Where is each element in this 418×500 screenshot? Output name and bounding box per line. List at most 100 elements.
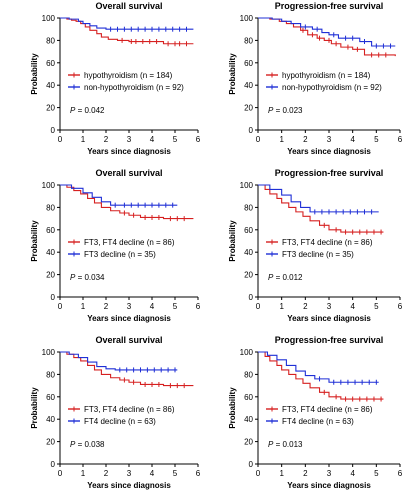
chart-1-x-tick-label: 1	[81, 135, 86, 144]
chart-5-legend-label-1: FT3, FT4 decline (n = 86)	[84, 405, 175, 414]
chart-1-y-tick-label: 20	[46, 104, 55, 113]
chart-4-x-tick-label: 3	[327, 302, 332, 311]
chart-1-x-tick-label: 3	[127, 135, 132, 144]
chart-3-y-tick-label: 40	[46, 248, 55, 257]
chart-6-series-1-line	[258, 351, 384, 400]
chart-6-title: Progression-free survival	[275, 335, 384, 345]
chart-6-y-tick-label: 80	[244, 370, 253, 379]
chart-4-y-tick-label: 20	[244, 271, 253, 280]
chart-4-p-value: P = 0.012	[268, 273, 303, 282]
chart-2-x-tick-label: 6	[398, 135, 403, 144]
chart-6-y-tick-label: 60	[244, 393, 253, 402]
chart-4-title: Progression-free survival	[275, 168, 384, 178]
chart-6-x-tick-label: 6	[398, 469, 403, 478]
chart-4-x-tick-label: 0	[256, 302, 261, 311]
chart-4-legend-label-1: FT3, FT4 decline (n = 86)	[282, 238, 373, 247]
chart-1-title: Overall survival	[95, 1, 162, 11]
chart-6-y-tick-label: 0	[249, 460, 254, 469]
chart-6-p-value-text: = 0.013	[273, 440, 303, 449]
chart-5-p-symbol: P	[70, 440, 76, 449]
chart-1-x-tick-label: 5	[173, 135, 178, 144]
chart-5-x-axis-label: Years since diagnosis	[87, 481, 171, 490]
chart-1-x-axis-label: Years since diagnosis	[87, 147, 171, 156]
chart-1: Overall survival 0 20 40 60 80 100 0 1 2 3 4 5 6 Years…	[30, 1, 201, 156]
chart-6-y-tick-label: 20	[244, 438, 253, 447]
chart-3-legend-label-2: FT3 decline (n = 35)	[84, 250, 156, 259]
chart-5-y-tick-label: 0	[51, 460, 56, 469]
chart-2-x-tick-label: 0	[256, 135, 261, 144]
chart-4: Progression-free survival 0 20 40 60 80 100 0 1 2…	[228, 168, 403, 323]
chart-2-x-tick-label: 1	[279, 135, 284, 144]
chart-5-x-tick-label: 4	[150, 469, 155, 478]
chart-5-x-tick-label: 1	[81, 469, 86, 478]
chart-2-p-value-text: = 0.023	[273, 106, 303, 115]
chart-1-x-tick-label: 0	[58, 135, 63, 144]
chart-4-p-symbol: P	[268, 273, 274, 282]
chart-6-x-axis-label: Years since diagnosis	[287, 481, 371, 490]
chart-6-y-tick-label: 40	[244, 415, 253, 424]
chart-4-y-tick-label: 60	[244, 226, 253, 235]
chart-3-p-value: P = 0.034	[70, 273, 105, 282]
chart-5-y-tick-label: 100	[42, 348, 56, 357]
chart-3-y-tick-label: 80	[46, 203, 55, 212]
chart-4-y-tick-label: 40	[244, 248, 253, 257]
chart-6-x-tick-label: 1	[279, 469, 284, 478]
chart-1-p-symbol: P	[70, 106, 76, 115]
chart-1-legend-label-2: non-hypothyroidism (n = 92)	[84, 83, 184, 92]
chart-6-x-tick-label: 4	[350, 469, 355, 478]
chart-2-y-tick-label: 20	[244, 104, 253, 113]
chart-3-x-tick-label: 5	[173, 302, 178, 311]
chart-3: Overall survival 0 20 40 60 80 100 0 1 2 3 4 5 6 Years…	[30, 168, 201, 323]
chart-1-y-tick-label: 80	[46, 36, 55, 45]
chart-6-y-tick-label: 100	[240, 348, 254, 357]
chart-2-p-value: P = 0.023	[268, 106, 303, 115]
chart-3-x-tick-label: 4	[150, 302, 155, 311]
chart-5-y-axis-label: Probability	[30, 387, 39, 429]
chart-2-y-tick-label: 40	[244, 81, 253, 90]
chart-2-legend-label-1: hypothyroidism (n = 184)	[282, 71, 371, 80]
chart-4-series-1-line	[258, 184, 384, 233]
chart-6-series-2-line	[258, 351, 379, 383]
chart-5-x-tick-label: 6	[196, 469, 201, 478]
chart-2-y-tick-label: 100	[240, 14, 254, 23]
chart-1-series-1-line	[60, 17, 194, 45]
chart-3-y-axis-label: Probability	[30, 220, 39, 262]
chart-1-y-tick-label: 100	[42, 14, 56, 23]
chart-5-p-value-text: = 0.038	[75, 440, 105, 449]
chart-5-x-tick-label: 0	[58, 469, 63, 478]
chart-2-x-axis-label: Years since diagnosis	[287, 147, 371, 156]
chart-3-x-tick-label: 3	[127, 302, 132, 311]
chart-6-x-tick-label: 5	[374, 469, 379, 478]
chart-3-y-tick-label: 20	[46, 271, 55, 280]
chart-1-x-tick-label: 4	[150, 135, 155, 144]
chart-3-p-symbol: P	[70, 273, 76, 282]
chart-1-legend-label-1: hypothyroidism (n = 184)	[84, 71, 173, 80]
chart-3-x-tick-label: 1	[81, 302, 86, 311]
chart-1-x-tick-label: 6	[196, 135, 201, 144]
chart-2-y-tick-label: 80	[244, 36, 253, 45]
chart-4-legend-label-2: FT3 decline (n = 35)	[282, 250, 354, 259]
chart-1-x-tick-label: 2	[104, 135, 109, 144]
chart-1-p-value-text: = 0.042	[75, 106, 105, 115]
chart-2-y-tick-label: 60	[244, 59, 253, 68]
chart-6-legend-label-1: FT3, FT4 decline (n = 86)	[282, 405, 373, 414]
chart-3-p-value-text: = 0.034	[75, 273, 105, 282]
chart-5-x-tick-label: 3	[127, 469, 132, 478]
chart-1-series-2-line	[60, 17, 194, 30]
chart-4-x-tick-label: 5	[374, 302, 379, 311]
chart-3-title: Overall survival	[95, 168, 162, 178]
chart-2-series-2-line	[258, 17, 396, 47]
chart-4-y-tick-label: 0	[249, 293, 254, 302]
chart-6: Progression-free survival 0 20 40 60 80 100 0 1 2…	[228, 335, 403, 490]
chart-5-title: Overall survival	[95, 335, 162, 345]
chart-1-p-value: P = 0.042	[70, 106, 105, 115]
chart-2-p-symbol: P	[268, 106, 274, 115]
chart-2-legend-label-2: non-hypothyroidism (n = 92)	[282, 83, 382, 92]
chart-1-y-axis-label: Probability	[30, 53, 39, 95]
chart-3-series-1-line	[60, 184, 194, 220]
chart-1-y-tick-label: 60	[46, 59, 55, 68]
chart-3-x-axis-label: Years since diagnosis	[87, 314, 171, 323]
chart-1-y-tick-label: 40	[46, 81, 55, 90]
chart-6-x-tick-label: 0	[256, 469, 261, 478]
